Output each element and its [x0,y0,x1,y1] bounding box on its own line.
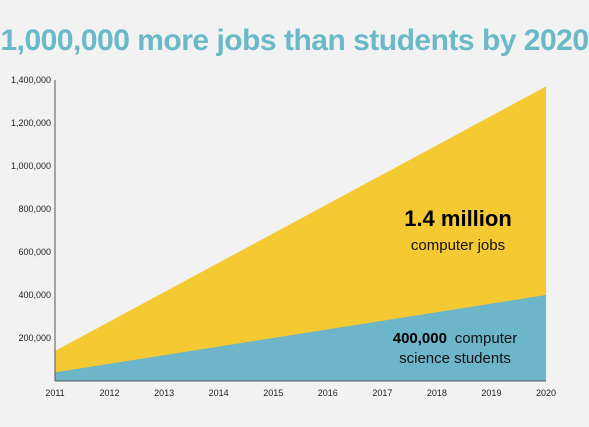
x-tick-label: 2019 [481,388,501,398]
x-tick-label: 2013 [154,388,174,398]
students-description-label-2: science students [399,350,511,367]
students-area [55,295,546,381]
chart-title: 1,000,000 more jobs than students by 202… [0,24,589,57]
jobs-description-label: computer jobs [411,237,505,254]
jobs-value-label: 1.4 million [404,206,512,231]
x-tick-label: 2011 [45,388,64,398]
x-tick-labels: 2011 2012 2013 2014 2015 2016 2017 2018 2019 2020 [45,388,556,398]
y-tick-labels: 200,000 400,000 600,000 800,000 1,000,000 1,2… [11,75,51,343]
students-description-label-1: computer [455,330,518,347]
students-value-label: 400,000 [393,330,447,347]
x-tick-label: 2015 [263,388,283,398]
x-tick-label: 2017 [372,388,392,398]
jobs-area [55,86,546,381]
y-tick-label: 200,000 [18,333,51,343]
students-label-line1: 400,000 computer [393,330,518,347]
y-tick-label: 1,000,000 [11,161,51,171]
x-tick-label: 2018 [427,388,447,398]
x-tick-label: 2012 [100,388,120,398]
x-tick-label: 2016 [318,388,338,398]
plot-area [54,80,546,382]
y-tick-label: 600,000 [18,247,51,257]
y-tick-label: 800,000 [18,204,51,214]
y-tick-label: 1,400,000 [11,75,51,85]
y-tick-label: 1,200,000 [11,118,51,128]
y-tick-label: 400,000 [18,290,51,300]
x-tick-label: 2020 [536,388,556,398]
x-tick-label: 2014 [209,388,229,398]
